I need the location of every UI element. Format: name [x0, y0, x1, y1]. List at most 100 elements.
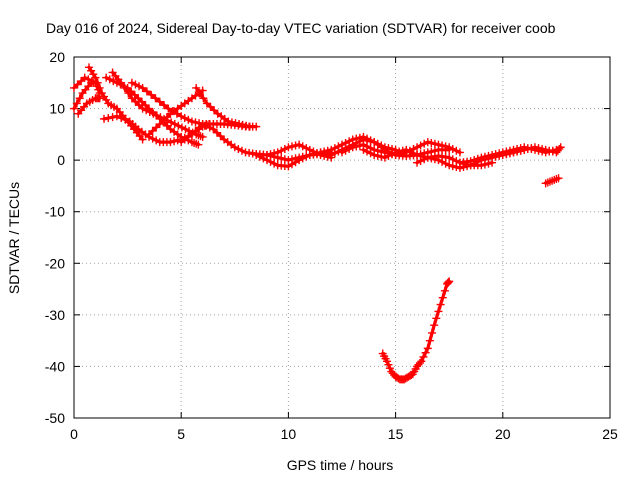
x-tick-label: 15 [388, 426, 404, 442]
data-point [237, 146, 246, 155]
data-point [231, 119, 240, 128]
data-point [445, 277, 454, 286]
data-point [170, 137, 179, 146]
data-point [427, 154, 436, 163]
data-point [277, 154, 286, 163]
series-track-21 [378, 277, 454, 384]
data-point [444, 278, 453, 287]
data-point [87, 77, 96, 86]
data-point [423, 153, 432, 162]
data-point [448, 162, 457, 171]
data-point [75, 94, 84, 103]
data-point [555, 144, 564, 153]
data-point [95, 94, 104, 103]
data-point [95, 83, 104, 92]
data-point [402, 145, 411, 154]
data-point [427, 138, 436, 147]
data-point [227, 118, 236, 127]
y-tick-label: -10 [45, 204, 65, 220]
data-point [370, 150, 379, 159]
data-point [502, 150, 511, 159]
data-point [187, 117, 196, 126]
data-point [135, 82, 144, 91]
data-point [198, 132, 207, 141]
data-point [448, 144, 457, 153]
data-point [70, 83, 78, 92]
data-point [102, 73, 111, 82]
data-point [455, 148, 464, 157]
data-point [384, 360, 393, 369]
data-point [438, 293, 447, 302]
data-point [398, 146, 407, 155]
data-point [155, 120, 164, 129]
data-point [173, 136, 182, 145]
data-point [495, 149, 504, 158]
data-point [170, 120, 179, 129]
data-point [147, 90, 156, 99]
data-point [210, 106, 219, 115]
y-tick-label: 20 [49, 49, 65, 65]
y-axis-title: SDTVAR / TECUs [6, 182, 22, 294]
data-point [413, 150, 422, 159]
data-point [413, 143, 422, 152]
data-point [138, 83, 147, 92]
data-point [242, 121, 251, 130]
data-point [545, 146, 554, 155]
axis-ticks: 0 5 10 15 20 25 -50 -40 -30 -20 -10 0 10 20 [45, 49, 618, 442]
data-point [417, 357, 426, 366]
data-point [70, 104, 78, 113]
data-point [212, 128, 221, 137]
data-point [280, 144, 289, 153]
data-point [330, 144, 339, 153]
data-point [513, 147, 522, 156]
data-point [416, 157, 425, 166]
data-point [209, 125, 218, 134]
data-point [181, 125, 190, 134]
series-track-3 [74, 94, 104, 118]
data-point [192, 83, 201, 92]
x-tick-label: 25 [602, 426, 618, 442]
data-point [84, 75, 93, 84]
data-point [443, 279, 452, 288]
data-point [159, 116, 168, 125]
data-point [359, 145, 368, 154]
data-point [164, 104, 173, 113]
data-point [491, 150, 500, 159]
data-point [434, 140, 443, 149]
x-tick-label: 5 [177, 426, 185, 442]
data-point [452, 163, 461, 172]
data-point [355, 133, 364, 142]
x-tick-label: 20 [495, 426, 511, 442]
data-point [413, 158, 422, 167]
data-point [195, 123, 204, 132]
data-point [112, 112, 121, 121]
data-point [538, 144, 547, 153]
data-point [298, 142, 307, 151]
data-point [534, 144, 543, 153]
grid [74, 57, 610, 418]
data-point [373, 151, 382, 160]
data-point [302, 144, 311, 153]
data-point [348, 143, 357, 152]
data-point [168, 107, 177, 116]
data-point [80, 73, 89, 82]
x-axis-title: GPS time / hours [287, 457, 394, 473]
data-point [377, 152, 386, 161]
data-point [91, 73, 100, 82]
data-point [530, 143, 539, 152]
data-point [405, 147, 414, 156]
series-track-19 [498, 143, 565, 159]
data-point [152, 136, 161, 145]
data-point [280, 155, 289, 164]
data-point [273, 148, 282, 157]
data-point [191, 118, 200, 127]
data-point [363, 147, 372, 156]
data-point [441, 159, 450, 168]
data-point [384, 151, 393, 160]
data-point [473, 154, 482, 163]
data-point [423, 138, 432, 147]
y-tick-label: -40 [45, 358, 65, 374]
data-point [174, 121, 183, 130]
x-tick-label: 10 [281, 426, 297, 442]
